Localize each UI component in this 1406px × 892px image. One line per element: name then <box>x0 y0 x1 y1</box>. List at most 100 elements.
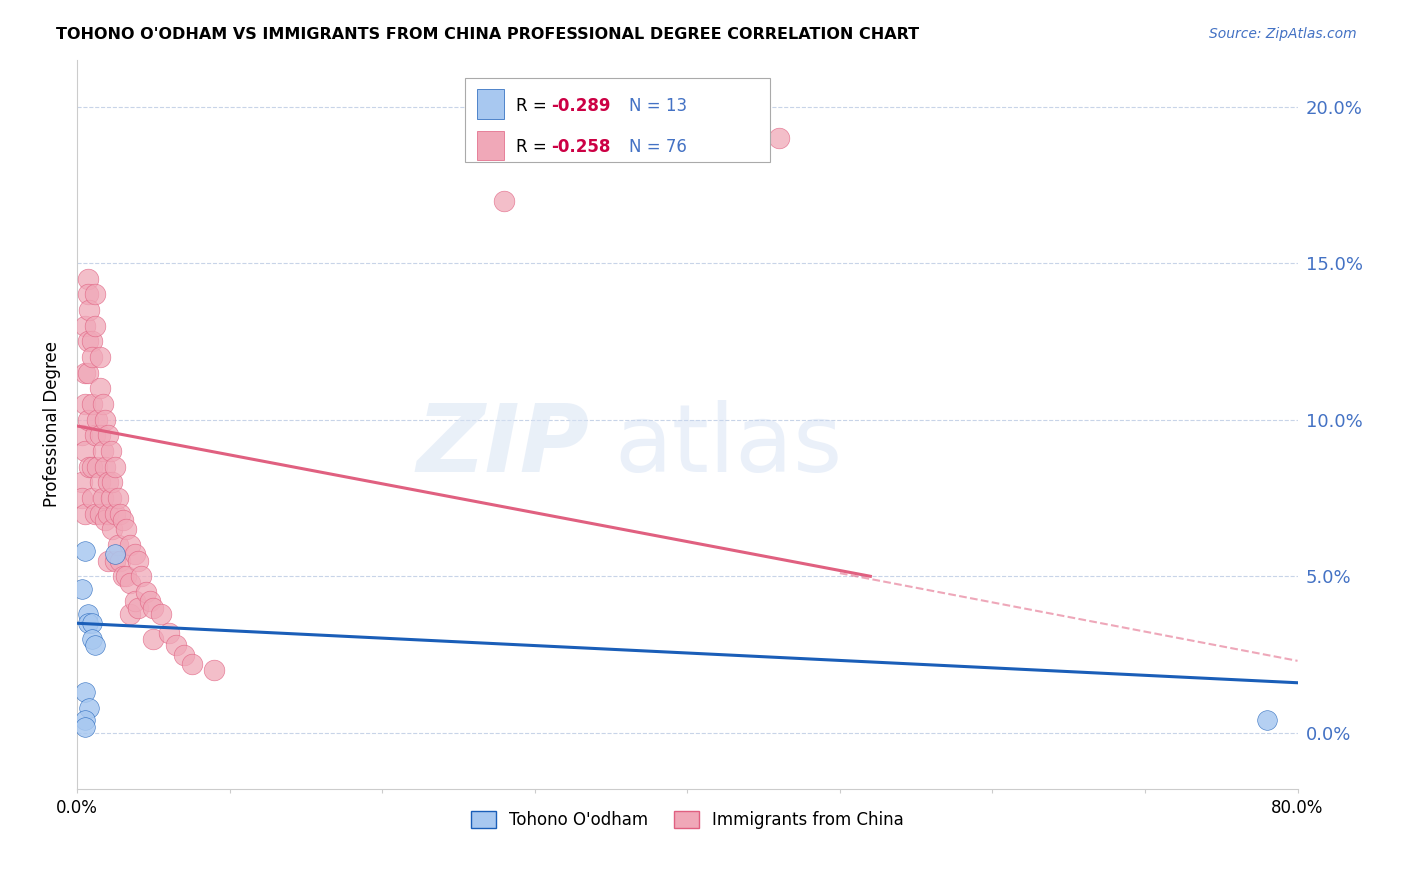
Point <box>115 569 138 583</box>
Text: TOHONO O'ODHAM VS IMMIGRANTS FROM CHINA PROFESSIONAL DEGREE CORRELATION CHART: TOHONO O'ODHAM VS IMMIGRANTS FROM CHINA … <box>56 27 920 42</box>
Point <box>73 685 96 699</box>
Point <box>73 720 96 734</box>
Point <box>84 287 107 301</box>
Point <box>120 607 142 621</box>
Point <box>157 625 180 640</box>
Point <box>79 459 101 474</box>
Point <box>104 507 127 521</box>
Point <box>89 507 111 521</box>
Point <box>142 600 165 615</box>
FancyBboxPatch shape <box>478 130 505 161</box>
Point <box>104 554 127 568</box>
Point <box>89 350 111 364</box>
Point <box>84 507 107 521</box>
Point <box>89 475 111 490</box>
Point <box>97 428 120 442</box>
Point <box>165 638 187 652</box>
Point <box>115 522 138 536</box>
Point <box>82 397 104 411</box>
Point <box>127 600 149 615</box>
Point <box>104 547 127 561</box>
Legend: Tohono O'odham, Immigrants from China: Tohono O'odham, Immigrants from China <box>464 804 910 836</box>
Point <box>494 194 516 208</box>
Text: R =: R = <box>516 138 553 156</box>
Point <box>73 366 96 380</box>
Point <box>89 428 111 442</box>
Point <box>86 413 108 427</box>
Point <box>73 397 96 411</box>
Point <box>76 607 98 621</box>
Point <box>107 491 129 505</box>
Point <box>97 554 120 568</box>
Point <box>202 663 225 677</box>
Point <box>82 334 104 349</box>
Point <box>93 513 115 527</box>
Point <box>124 547 146 561</box>
Point <box>111 569 134 583</box>
Point <box>180 657 202 671</box>
Point <box>73 444 96 458</box>
Text: ZIP: ZIP <box>416 401 589 492</box>
Point <box>104 459 127 474</box>
Point <box>91 397 114 411</box>
Text: N = 13: N = 13 <box>628 96 688 114</box>
Point <box>76 272 98 286</box>
Point <box>91 444 114 458</box>
Point <box>150 607 173 621</box>
Point <box>76 334 98 349</box>
Point <box>93 413 115 427</box>
Point <box>89 381 111 395</box>
Point <box>86 459 108 474</box>
Point <box>76 616 98 631</box>
Point <box>139 594 162 608</box>
Point <box>70 428 93 442</box>
Point <box>97 475 120 490</box>
Point <box>97 507 120 521</box>
Point <box>82 632 104 646</box>
Y-axis label: Professional Degree: Professional Degree <box>44 342 60 508</box>
FancyBboxPatch shape <box>465 78 770 161</box>
Text: -0.258: -0.258 <box>551 138 610 156</box>
Point <box>129 569 152 583</box>
Text: atlas: atlas <box>614 401 842 492</box>
Text: Source: ZipAtlas.com: Source: ZipAtlas.com <box>1209 27 1357 41</box>
Point <box>82 616 104 631</box>
Point <box>73 544 96 558</box>
Point <box>70 475 93 490</box>
Text: N = 76: N = 76 <box>628 138 686 156</box>
Point <box>73 318 96 333</box>
Point <box>108 507 131 521</box>
Point <box>142 632 165 646</box>
Point <box>1256 714 1278 728</box>
Point <box>70 491 93 505</box>
Point <box>82 459 104 474</box>
Point <box>82 491 104 505</box>
Point <box>84 428 107 442</box>
Point <box>111 513 134 527</box>
Point <box>76 366 98 380</box>
Text: R =: R = <box>516 96 553 114</box>
FancyBboxPatch shape <box>478 89 505 119</box>
Point <box>70 582 93 596</box>
Point <box>101 475 124 490</box>
Point <box>120 575 142 590</box>
Point <box>100 444 122 458</box>
Point <box>79 303 101 318</box>
Point <box>173 648 195 662</box>
Point <box>135 585 157 599</box>
Point <box>124 594 146 608</box>
Point <box>73 507 96 521</box>
Point <box>91 491 114 505</box>
Point <box>76 287 98 301</box>
Point <box>768 131 790 145</box>
Point <box>120 538 142 552</box>
Point <box>73 714 96 728</box>
Point <box>101 522 124 536</box>
Point <box>107 538 129 552</box>
Point <box>79 701 101 715</box>
Point <box>108 554 131 568</box>
Point <box>93 459 115 474</box>
Point <box>127 554 149 568</box>
Point <box>76 413 98 427</box>
Point <box>100 491 122 505</box>
